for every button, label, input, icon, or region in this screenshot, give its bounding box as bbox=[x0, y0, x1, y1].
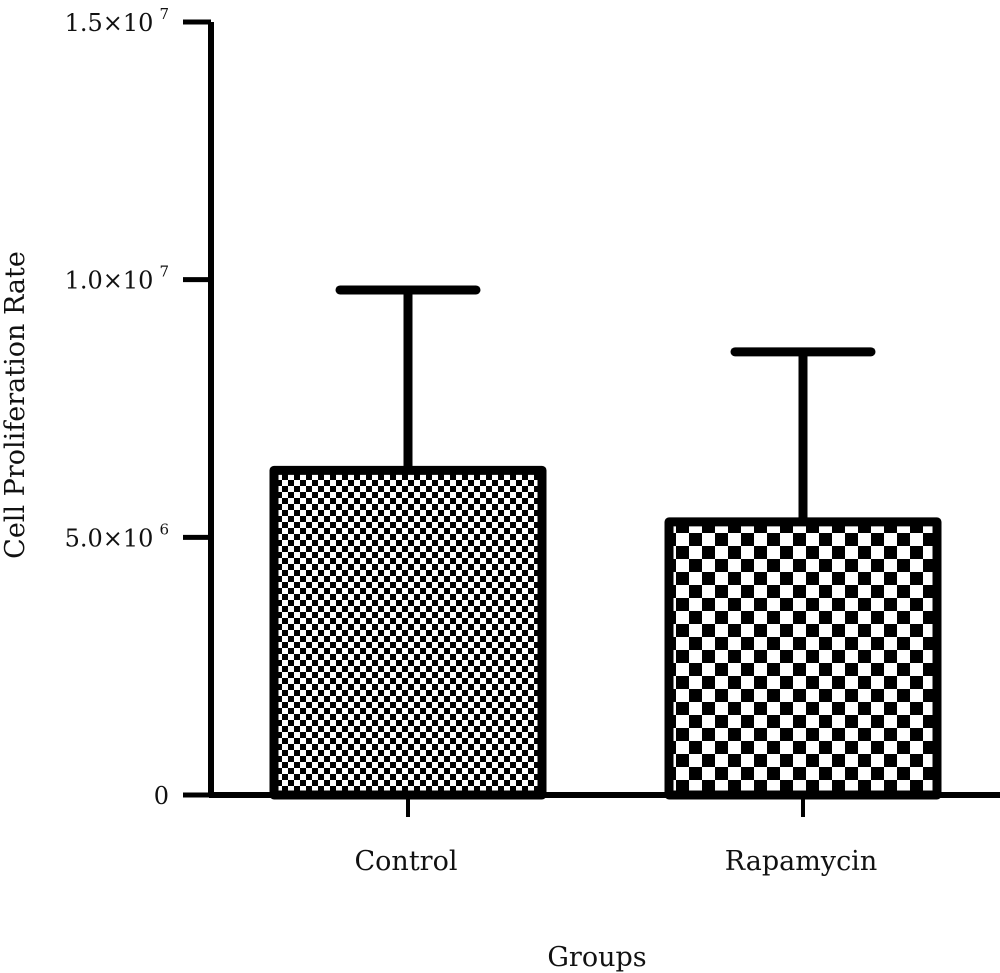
x-axis-title: Groups bbox=[547, 942, 646, 973]
bars-layer bbox=[269, 285, 942, 800]
y-tick-label-0: 0 bbox=[154, 782, 169, 810]
axes-layer bbox=[183, 19, 1000, 817]
y-tick-label-1: 5.0×10 6 bbox=[65, 520, 169, 552]
y-axis-title: Cell Proliferation Rate bbox=[0, 251, 31, 559]
y-tick-label-2: 1.0×10 7 bbox=[65, 263, 169, 295]
labels-layer: Control Rapamycin 0 5.0×10 6 1.0×10 7 1.5×10 7 bbox=[65, 5, 878, 877]
category-label-rapamycin: Rapamycin bbox=[725, 846, 877, 877]
category-label-control: Control bbox=[355, 846, 458, 877]
y-tick-label-3: 1.5×10 7 bbox=[65, 5, 169, 37]
bar-rapamycin bbox=[664, 517, 942, 800]
bar-control bbox=[269, 465, 547, 800]
